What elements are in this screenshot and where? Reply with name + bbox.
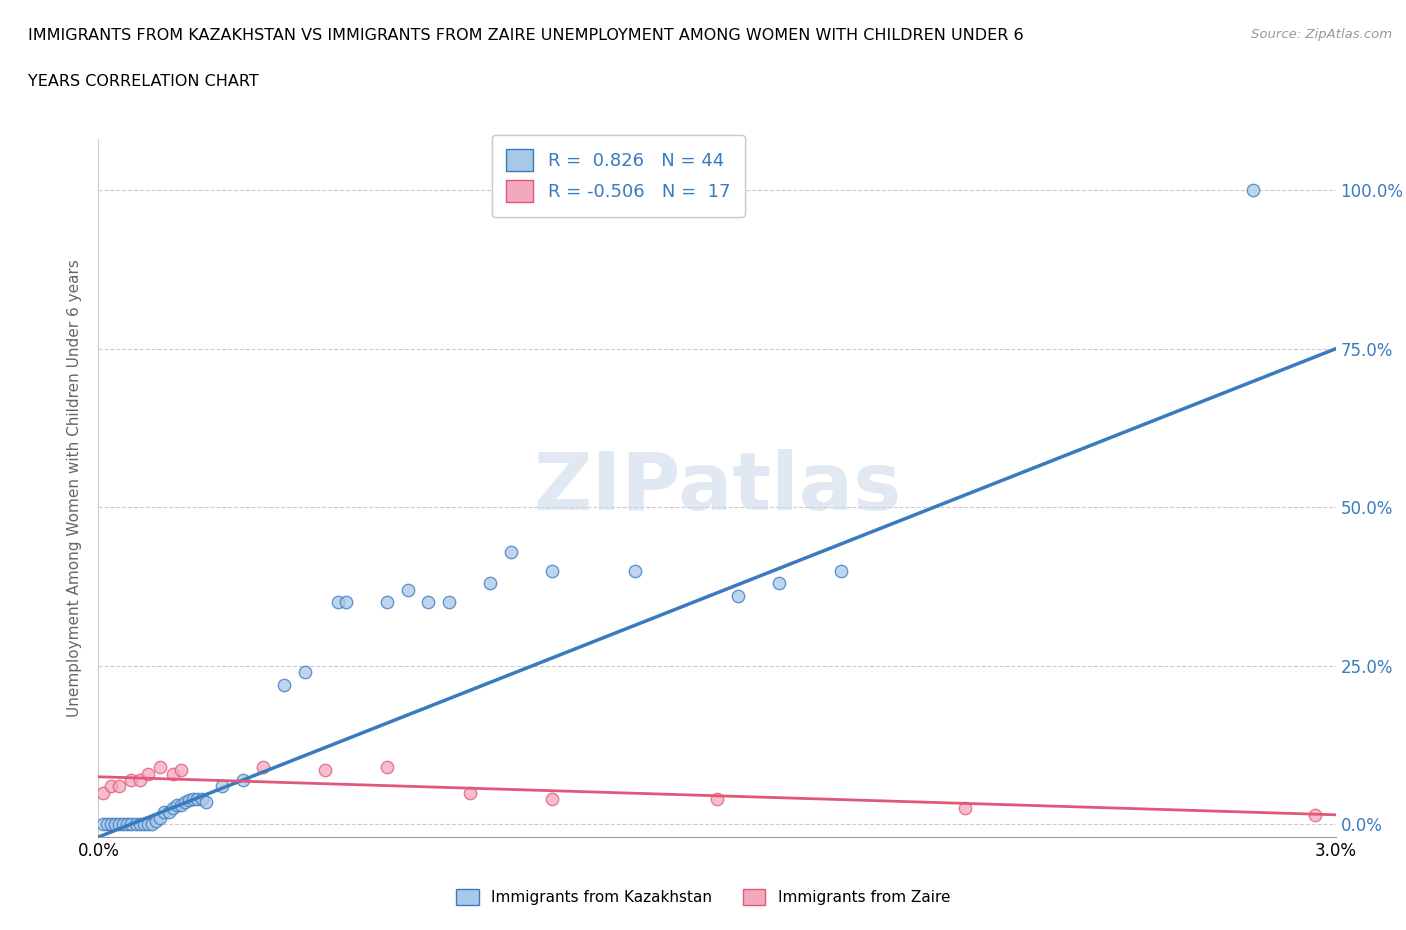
Point	[623, 564, 645, 578]
Point	[128, 773, 150, 788]
Point	[1303, 807, 1326, 822]
Point	[162, 766, 184, 781]
Point	[124, 817, 146, 831]
Text: YEARS CORRELATION CHART: YEARS CORRELATION CHART	[28, 74, 259, 89]
Point	[136, 766, 159, 781]
Text: IMMIGRANTS FROM KAZAKHSTAN VS IMMIGRANTS FROM ZAIRE UNEMPLOYMENT AMONG WOMEN WIT: IMMIGRANTS FROM KAZAKHSTAN VS IMMIGRANTS…	[28, 28, 1024, 43]
Point	[100, 778, 122, 793]
Text: ZIPatlas: ZIPatlas	[533, 449, 901, 527]
Point	[418, 595, 440, 610]
Point	[252, 760, 274, 775]
Point	[162, 801, 184, 816]
Point	[179, 792, 201, 807]
Point	[458, 785, 481, 800]
Point	[335, 595, 357, 610]
Point	[232, 773, 254, 788]
Point	[166, 798, 188, 813]
Point	[132, 817, 155, 831]
Point	[326, 595, 349, 610]
Point	[768, 576, 790, 591]
Point	[153, 804, 176, 819]
Text: Source: ZipAtlas.com: Source: ZipAtlas.com	[1251, 28, 1392, 41]
Point	[1241, 183, 1264, 198]
Point	[541, 564, 564, 578]
Point	[170, 798, 193, 813]
Point	[157, 804, 180, 819]
Point	[314, 763, 336, 777]
Legend: R =  0.826   N = 44, R = -0.506   N =  17: R = 0.826 N = 44, R = -0.506 N = 17	[492, 135, 745, 217]
Point	[499, 544, 522, 559]
Point	[141, 817, 163, 831]
Point	[108, 778, 131, 793]
Point	[120, 817, 142, 831]
Point	[96, 817, 118, 831]
Point	[174, 794, 197, 809]
Point	[375, 760, 398, 775]
Point	[830, 564, 852, 578]
Legend: Immigrants from Kazakhstan, Immigrants from Zaire: Immigrants from Kazakhstan, Immigrants f…	[449, 882, 957, 913]
Point	[149, 811, 172, 826]
Point	[186, 791, 208, 806]
Point	[181, 791, 204, 806]
Point	[375, 595, 398, 610]
Point	[727, 589, 749, 604]
Point	[91, 785, 114, 800]
Point	[479, 576, 502, 591]
Point	[128, 817, 150, 831]
Point	[149, 760, 172, 775]
Point	[136, 817, 159, 831]
Y-axis label: Unemployment Among Women with Children Under 6 years: Unemployment Among Women with Children U…	[67, 259, 83, 717]
Point	[294, 665, 316, 680]
Point	[91, 817, 114, 831]
Point	[706, 791, 728, 806]
Point	[112, 817, 135, 831]
Point	[100, 817, 122, 831]
Point	[120, 773, 142, 788]
Point	[211, 778, 233, 793]
Point	[190, 791, 212, 806]
Point	[541, 791, 564, 806]
Point	[194, 794, 217, 809]
Point	[117, 817, 139, 831]
Point	[145, 814, 167, 829]
Point	[104, 817, 127, 831]
Point	[170, 763, 193, 777]
Point	[396, 582, 419, 597]
Point	[953, 801, 976, 816]
Point	[437, 595, 460, 610]
Point	[108, 817, 131, 831]
Point	[273, 677, 295, 692]
